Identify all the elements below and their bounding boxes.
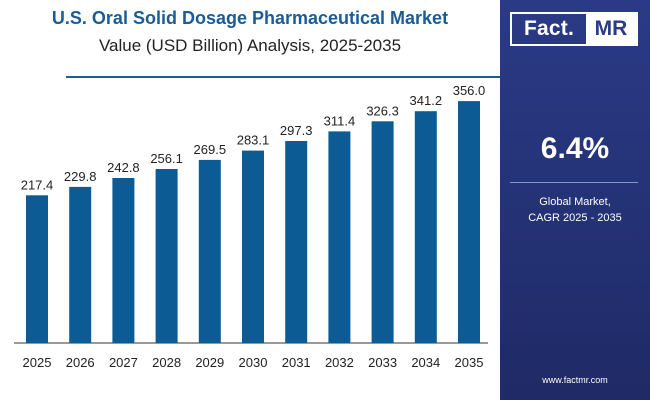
data-label-2031: 297.3 (280, 123, 313, 138)
data-label-2034: 341.2 (410, 93, 443, 108)
data-label-2035: 356.0 (453, 83, 486, 98)
data-label-2030: 283.1 (237, 133, 270, 148)
bar-2033 (371, 121, 394, 343)
x-tick-label-2032: 2032 (325, 355, 354, 370)
x-tick-label-2030: 2030 (239, 355, 268, 370)
logo-text-fact: Fact. (523, 17, 574, 40)
x-tick-label-2025: 2025 (23, 355, 52, 370)
bar-2028 (155, 169, 178, 343)
bar-2032 (328, 131, 351, 343)
x-tick-label-2026: 2026 (66, 355, 95, 370)
x-tick-label-2031: 2031 (282, 355, 311, 370)
data-label-2033: 326.3 (366, 103, 399, 118)
header-divider (66, 76, 502, 78)
chart-subtitle: Value (USD Billion) Analysis, 2025-2035 (98, 36, 402, 55)
cagr-caption-line1: Global Market, (539, 196, 611, 208)
x-tick-label-2034: 2034 (411, 355, 440, 370)
cagr-divider (510, 182, 638, 183)
bar-2031 (285, 141, 308, 343)
logo-text-mr: MR (586, 14, 636, 44)
data-label-2028: 256.1 (150, 151, 183, 166)
bar-2034 (414, 111, 437, 343)
x-tick-label-2027: 2027 (109, 355, 138, 370)
cagr-value: 6.4% (540, 132, 610, 165)
bar-2027 (112, 178, 135, 343)
x-tick-label-2029: 2029 (195, 355, 224, 370)
chart-header: U.S. Oral Solid Dosage Pharmaceutical Ma… (0, 0, 500, 66)
x-tick-label-2035: 2035 (455, 355, 484, 370)
data-label-2026: 229.8 (64, 169, 97, 184)
x-tick-label-2028: 2028 (152, 355, 181, 370)
cagr-caption-line2: CAGR 2025 - 2035 (528, 212, 622, 224)
bar-2025 (26, 195, 48, 343)
data-label-2029: 269.5 (194, 142, 227, 157)
website-url: www.factmr.com (542, 375, 608, 385)
data-label-2027: 242.8 (107, 160, 140, 175)
factmr-logo: Fact. MR (510, 12, 638, 46)
bar-2030 (242, 150, 264, 343)
cagr-caption: Global Market, CAGR 2025 - 2035 (500, 194, 650, 226)
x-tick-label-2033: 2033 (368, 355, 397, 370)
data-label-2032: 311.4 (324, 113, 356, 128)
bar-chart: 217.4 2025 229.8 2026 242.8 2027 256.1 2028 269.… (14, 83, 488, 370)
side-panel (500, 0, 650, 400)
bar-2029 (198, 159, 221, 343)
bar-2026 (69, 186, 92, 343)
data-label-2025: 217.4 (21, 177, 54, 192)
bar-2035 (458, 101, 480, 343)
chart-title: U.S. Oral Solid Dosage Pharmaceutical Ma… (51, 8, 449, 28)
